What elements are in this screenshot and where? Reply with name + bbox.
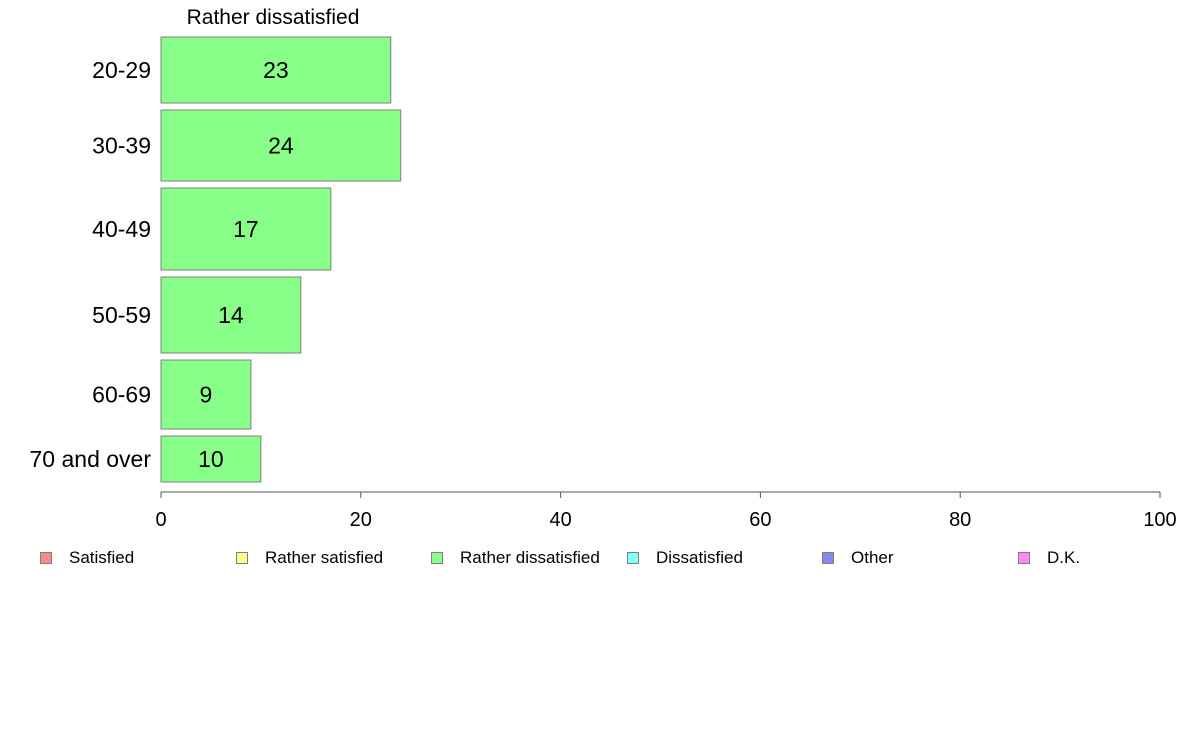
data-label: 23	[263, 57, 289, 83]
x-tick-label: 20	[350, 509, 372, 531]
legend-item: Satisfied	[40, 546, 134, 570]
category-label: 70 and over	[30, 446, 152, 472]
legend-label: D.K.	[1047, 548, 1081, 567]
bar-50-59	[160, 276, 302, 354]
legend-label: Other	[851, 548, 894, 567]
x-axis: 0 20 40 60 80 100	[155, 491, 1177, 531]
category-label: 20-29	[92, 57, 151, 83]
data-label: 24	[268, 133, 294, 159]
legend-swatch	[822, 552, 834, 564]
legend-label: Satisfied	[69, 548, 135, 567]
data-label: 9	[200, 382, 213, 408]
bars-group: 23 20-29 24 30-39 17 40-49 14 50-59 9 60-69 10 70 a…	[30, 36, 402, 483]
legend-swatch	[1018, 552, 1030, 564]
category-label: 30-39	[92, 133, 151, 159]
legend-swatch	[40, 552, 52, 564]
data-label: 17	[233, 216, 259, 242]
legend-swatch	[236, 552, 248, 564]
legend-swatch	[627, 552, 639, 564]
x-tick-label: 80	[949, 509, 971, 531]
x-tick-label: 100	[1143, 509, 1176, 531]
legend-swatch	[431, 552, 443, 564]
chart-title: Rather dissatisfied	[187, 6, 360, 29]
legend-item: Rather satisfied	[236, 546, 383, 570]
bar-40-49	[160, 187, 332, 271]
x-tick-label: 0	[155, 509, 166, 531]
category-label: 60-69	[92, 382, 151, 408]
legend-item: Dissatisfied	[627, 546, 743, 570]
legend-item: D.K.	[1018, 546, 1080, 570]
category-label: 40-49	[92, 216, 151, 242]
bar-70-and-over	[160, 435, 262, 483]
bar-60-69	[160, 359, 252, 430]
bar-chart: Rather dissatisfied 23 20-29 24 30-39 17 40-4…	[30, 6, 1177, 531]
x-tick-label: 60	[749, 509, 771, 531]
data-label: 10	[198, 446, 224, 472]
bar-30-39	[160, 109, 402, 182]
legend: Satisfied Rather satisfied Rather dissatis…	[0, 546, 1188, 570]
legend-label: Rather satisfied	[265, 548, 384, 567]
bar-20-29	[160, 36, 392, 104]
legend-label: Rather dissatisfied	[460, 548, 600, 567]
legend-item: Other	[822, 546, 894, 570]
category-label: 50-59	[92, 302, 151, 328]
legend-item: Rather dissatisfied	[431, 546, 600, 570]
data-label: 14	[218, 302, 244, 328]
x-tick-label: 40	[549, 509, 571, 531]
legend-label: Dissatisfied	[656, 548, 743, 567]
